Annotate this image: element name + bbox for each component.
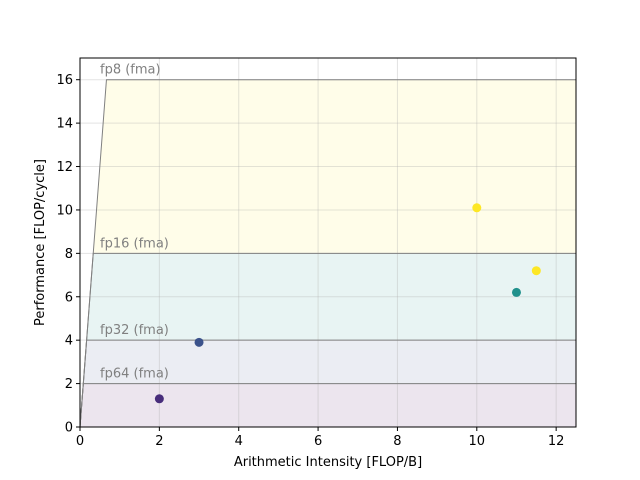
y-tick-label-4: 8 xyxy=(65,247,73,262)
roof-labels: fp64 (fma) fp32 (fma) fp16 (fma) fp8 (fma) xyxy=(100,63,169,382)
x-tick-label-4: 8 xyxy=(393,434,401,449)
roof-region-0 xyxy=(80,383,576,427)
x-tick-label-5: 10 xyxy=(469,434,486,449)
y-axis-label: Performance [FLOP/cycle] xyxy=(33,159,48,326)
x-tick-label-6: 12 xyxy=(548,434,565,449)
roof-label-3: fp8 (fma) xyxy=(100,63,161,78)
roof-region-2 xyxy=(86,253,576,341)
roof-region-3 xyxy=(93,79,576,254)
y-tick-label-1: 2 xyxy=(65,377,73,392)
data-point-1 xyxy=(194,337,204,347)
y-tick-label-7: 14 xyxy=(56,117,73,132)
data-point-2 xyxy=(472,203,482,213)
y-tick-label-0: 0 xyxy=(65,421,73,436)
x-axis-label: Arithmetic Intensity [FLOP/B] xyxy=(234,455,422,470)
y-tick-label-3: 6 xyxy=(65,290,73,305)
roof-line-3 xyxy=(79,79,576,428)
x-tick-label-3: 6 xyxy=(314,434,322,449)
roof-region-1 xyxy=(83,340,576,384)
y-tick-label-8: 16 xyxy=(56,73,73,88)
roof-lines xyxy=(79,79,576,428)
data-point-3 xyxy=(511,287,521,297)
y-tick-label-5: 10 xyxy=(56,203,73,218)
axis-ticks: 0 2 4 6 8 10 12 0 2 4 6 8 10 12 14 16 xyxy=(56,73,564,449)
y-tick-label-6: 12 xyxy=(56,160,73,175)
roof-regions xyxy=(80,79,576,427)
x-tick-label-1: 2 xyxy=(155,434,163,449)
data-points xyxy=(154,203,541,404)
roof-label-1: fp32 (fma) xyxy=(100,323,169,338)
data-point-4 xyxy=(531,266,541,276)
roof-label-2: fp16 (fma) xyxy=(100,236,169,251)
data-point-0 xyxy=(154,394,164,404)
x-tick-label-0: 0 xyxy=(76,434,84,449)
roof-label-0: fp64 (fma) xyxy=(100,367,169,382)
y-tick-label-2: 4 xyxy=(65,334,73,349)
plot-frame xyxy=(79,57,577,428)
x-tick-label-2: 4 xyxy=(235,434,243,449)
